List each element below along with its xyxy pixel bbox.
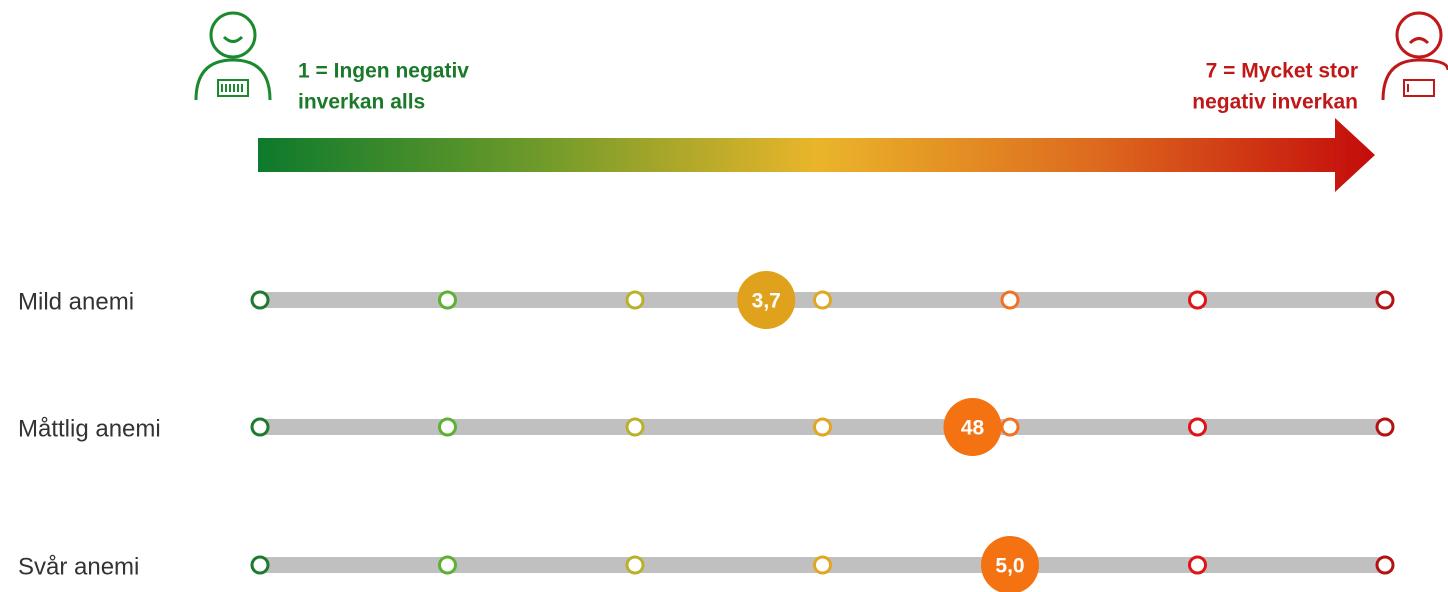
row-label: Svår anemi (18, 553, 139, 580)
scale-tick (1188, 290, 1207, 310)
scale-tick (813, 555, 832, 575)
scale-tick (250, 555, 270, 575)
scale-tick (1000, 290, 1020, 310)
value-bubble (943, 398, 1002, 456)
value-label: 3,7 (752, 290, 781, 313)
scale-tick (250, 290, 270, 310)
scale-tick (625, 290, 645, 310)
right-label: negativ inverkan (1192, 91, 1358, 114)
scale-tick (1000, 417, 1020, 437)
value-bubble (737, 271, 796, 329)
happy-icon (194, 11, 272, 101)
right-label: 7 = Mycket stor (1206, 60, 1358, 83)
value-label: 48 (961, 417, 985, 440)
scale-tick (438, 290, 457, 310)
scale-tick (625, 417, 645, 437)
scale-tick (438, 555, 457, 575)
scale-tick (813, 290, 832, 310)
scale-tick (250, 417, 270, 437)
scale-tick (1188, 555, 1207, 575)
sad-icon (1381, 11, 1448, 101)
scale-tick (1375, 290, 1395, 310)
value-bubble (981, 536, 1039, 592)
gradient-arrow (258, 118, 1375, 192)
scale-tick (813, 417, 832, 437)
scale-tick (625, 555, 645, 575)
scale-tick (1188, 417, 1207, 437)
left-label: 1 = Ingen negativ (298, 60, 469, 83)
scale-tick (1375, 417, 1395, 437)
value-label: 5,0 (995, 555, 1024, 578)
scale-tick (438, 417, 457, 437)
left-label: inverkan alls (298, 91, 425, 114)
row-label: Måttlig anemi (18, 415, 161, 442)
row-label: Mild anemi (18, 288, 134, 315)
scale-tick (1375, 555, 1395, 575)
